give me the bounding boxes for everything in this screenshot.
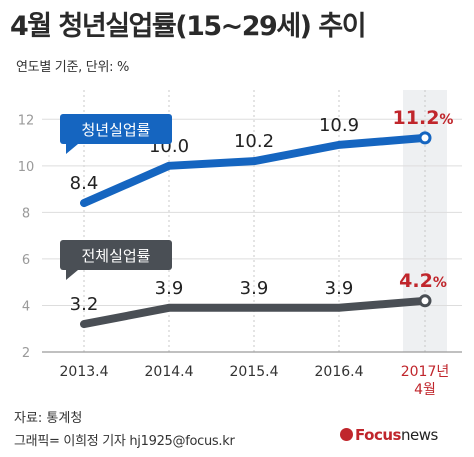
brand-icon — [340, 428, 353, 441]
y-tick-label: 8 — [22, 206, 30, 221]
data-label: 3.2 — [70, 294, 99, 315]
data-label: 4.2% — [399, 270, 447, 292]
brand-logo: Focusnews — [340, 426, 438, 444]
chart-title: 4월 청년실업률(15~29세) 추이 — [10, 11, 367, 42]
series-line-1 — [80, 133, 429, 208]
callout-box — [60, 114, 172, 144]
x-tick-label-line: 4월 — [414, 382, 436, 398]
series-name-label: 청년실업률 — [81, 121, 150, 139]
brand-focus-text: Focus — [355, 426, 401, 444]
x-tick-label: 2013.4 — [60, 364, 109, 380]
series-line-2 — [80, 296, 429, 329]
y-tick-label: 4 — [22, 299, 30, 314]
series-end-marker — [418, 131, 432, 145]
series-group — [80, 131, 432, 329]
x-tick-label: 2017년 4월 — [401, 364, 450, 398]
x-tick-label-line: 2017년 — [401, 364, 450, 380]
data-label: 10.9 — [319, 115, 359, 136]
graphic-credit: 그래픽= 이희정 기자 hj1925@focus.kr — [14, 434, 235, 449]
data-label: 3.9 — [155, 278, 184, 299]
y-tick-label: 2 — [22, 346, 30, 361]
x-tick-label: 2015.4 — [230, 364, 279, 380]
brand-news-text: news — [400, 426, 438, 444]
series-end-marker — [418, 294, 432, 308]
series-callout-1: 청년실업률 — [60, 114, 172, 154]
chart-subtitle: 연도별 기준, 단위: % — [16, 60, 130, 75]
callout-pointer — [66, 270, 78, 280]
data-label: 10.2 — [234, 131, 274, 152]
series-callout-2: 전체실업률 — [60, 240, 172, 280]
y-tick-label: 10 — [18, 160, 35, 175]
data-label: 3.9 — [240, 278, 269, 299]
axes: 2 4 6 8 10 12 2013.4 2014.4 2015.4 2016.4 2017년 4월 — [18, 113, 462, 398]
data-label: 11.2% — [393, 107, 454, 129]
callout-box — [60, 240, 172, 270]
data-label-unit: % — [433, 275, 447, 291]
data-label: 3.9 — [325, 278, 354, 299]
data-label: 8.4 — [70, 173, 99, 194]
y-tick-label: 6 — [22, 253, 30, 268]
x-tick-label: 2014.4 — [145, 364, 194, 380]
data-source: 자료: 통계청 — [14, 411, 83, 426]
data-label-unit: % — [439, 112, 453, 128]
series-name-label: 전체실업률 — [81, 247, 150, 265]
callout-pointer — [66, 144, 78, 154]
y-tick-label: 12 — [18, 113, 35, 128]
x-tick-label: 2016.4 — [315, 364, 364, 380]
